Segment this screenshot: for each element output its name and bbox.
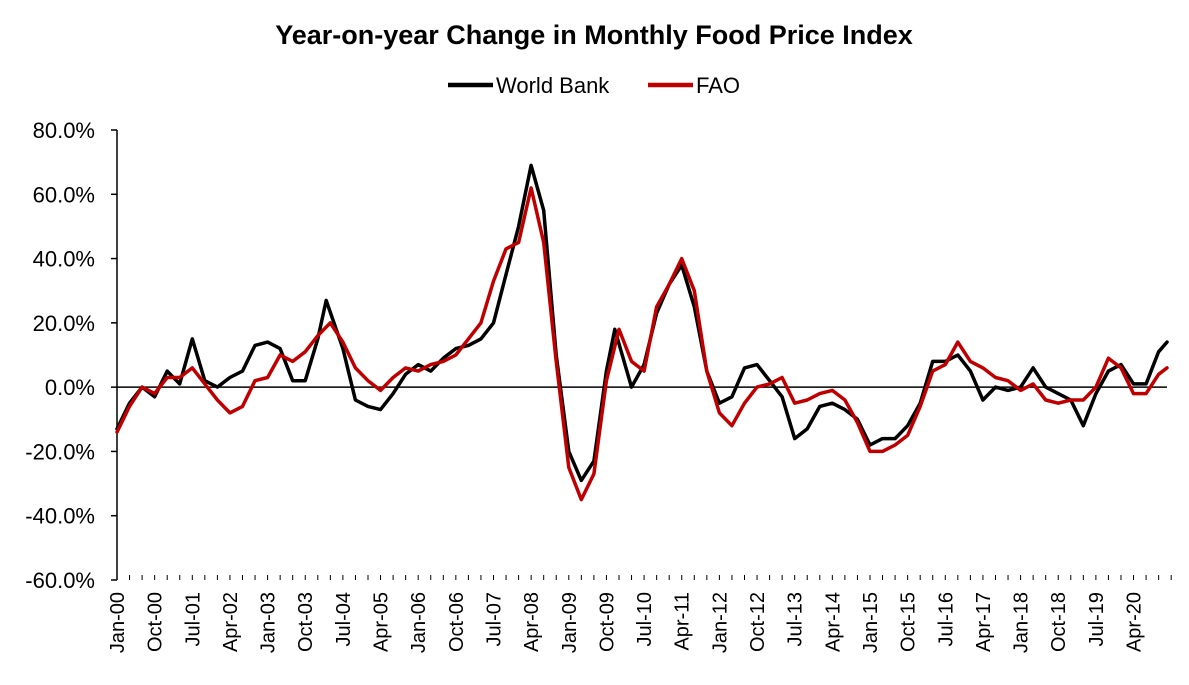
x-tick-label: Jul-04: [333, 592, 355, 646]
chart-title: Year-on-year Change in Monthly Food Pric…: [275, 20, 913, 50]
y-tick-label: 80.0%: [33, 118, 95, 143]
x-tick-label: Jul-07: [483, 592, 505, 646]
x-tick-label: Apr-05: [371, 592, 393, 652]
x-tick-label: Jan-18: [1011, 592, 1033, 653]
x-tick-label: Jul-01: [182, 592, 204, 646]
x-axis: Jan-00 Oct-00 Jul-01 Apr-02 Jan-03 Oct-03 Jul-…: [107, 386, 1172, 653]
y-tick-label: -40.0%: [25, 504, 95, 529]
series-line-fao: [115, 186, 1169, 502]
x-tick-label: Jan-09: [559, 592, 581, 653]
x-tick-label: Jan-15: [860, 592, 882, 653]
y-tick-label: 60.0%: [33, 182, 95, 207]
x-tick-label: Jan-12: [709, 592, 731, 653]
y-tick-label: 0.0%: [45, 375, 95, 400]
y-tick-label: -20.0%: [25, 439, 95, 464]
y-axis: 80.0% 60.0% 40.0% 20.0% 0.0% -20.0% -40.0% -60.…: [25, 118, 118, 593]
x-tick-label: Oct-06: [446, 592, 468, 652]
x-tick-label: Jan-03: [258, 592, 280, 653]
x-tick-label: Jan-06: [408, 592, 430, 653]
x-tick-label: Oct-09: [596, 592, 618, 652]
series-line-world-bank: [115, 163, 1169, 483]
x-tick-label: Jul-13: [785, 592, 807, 646]
x-tick-label: Apr-14: [822, 592, 844, 652]
x-tick-label: Jan-00: [107, 592, 129, 653]
legend: World Bank FAO: [448, 73, 740, 98]
series-layer: [115, 163, 1169, 502]
y-tick-label: -60.0%: [25, 568, 95, 593]
x-tick-label: Oct-15: [898, 592, 920, 652]
x-tick-label: Apr-11: [672, 592, 694, 651]
x-tick-label: Oct-12: [747, 592, 769, 652]
y-tick-label: 40.0%: [33, 247, 95, 272]
x-tick-label: Oct-18: [1048, 592, 1070, 652]
x-tick-label: Jul-19: [1086, 592, 1108, 646]
y-tick-label: 20.0%: [33, 311, 95, 336]
x-tick-label: Jul-16: [935, 592, 957, 646]
x-tick-label: Oct-03: [295, 592, 317, 652]
x-tick-label: Apr-20: [1124, 592, 1146, 652]
x-tick-label: Jul-10: [634, 592, 656, 646]
x-tick-label: Apr-08: [521, 592, 543, 652]
x-tick-label: Apr-02: [220, 592, 242, 652]
legend-label: FAO: [696, 73, 740, 98]
x-tick-label: Apr-17: [973, 592, 995, 652]
x-tick-label: Oct-00: [145, 592, 167, 652]
legend-label: World Bank: [496, 73, 610, 98]
